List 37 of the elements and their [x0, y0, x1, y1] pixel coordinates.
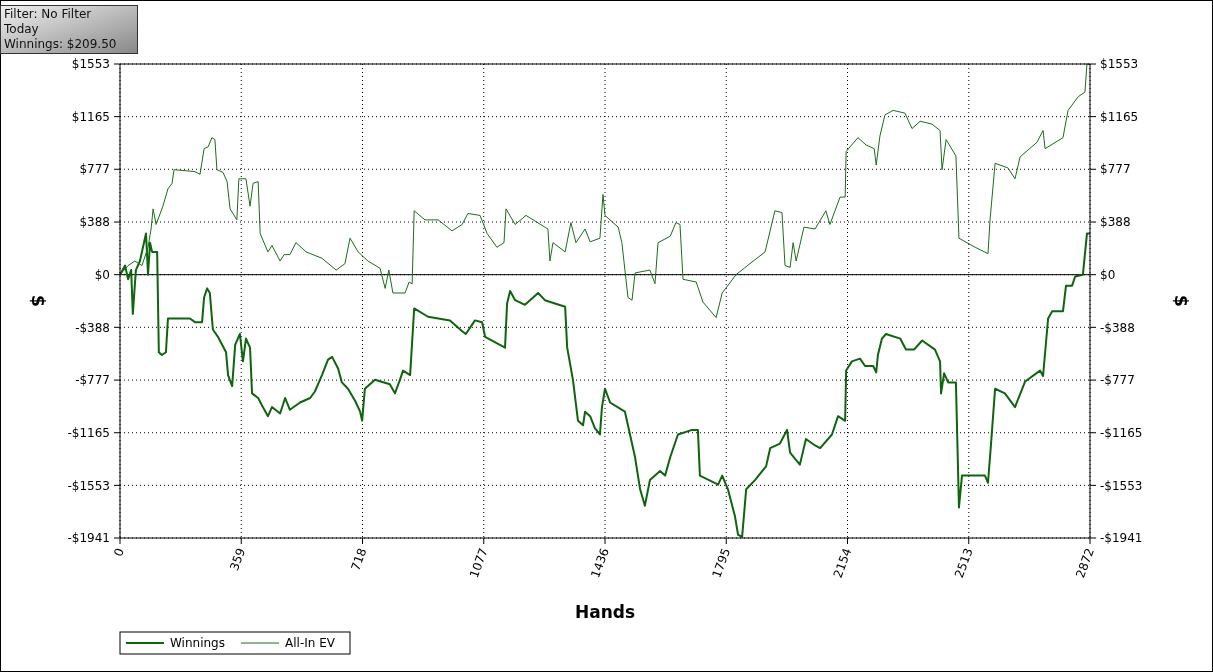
- y-tick-label: $777: [79, 162, 110, 177]
- y2-tick-label: $777: [1100, 162, 1131, 177]
- x-tick-label: 0: [111, 546, 127, 559]
- y-axis-title: $: [28, 295, 48, 307]
- y-tick-label: -$388: [75, 320, 110, 335]
- x-tick-label: 2872: [1073, 546, 1097, 580]
- y2-tick-label: -$388: [1100, 320, 1135, 335]
- text: Filter: No Filter: [4, 7, 92, 21]
- y-tick-label: -$1165: [67, 425, 110, 440]
- y2-tick-label: -$1165: [1100, 425, 1143, 440]
- y-tick-label: $0: [94, 267, 110, 282]
- x-tick-label: 1795: [709, 546, 734, 580]
- y-tick-label: $388: [79, 215, 110, 230]
- x-tick-label: 2154: [830, 546, 855, 580]
- y2-tick-label: $1165: [1100, 109, 1139, 124]
- y2-tick-label: -$777: [1100, 373, 1135, 388]
- y2-tick-label: -$1941: [1100, 531, 1143, 546]
- y-tick-label: -$1941: [67, 531, 110, 546]
- text: Today: [3, 22, 39, 36]
- y-tick-label: $1165: [71, 109, 110, 124]
- x-tick-label: 1436: [588, 546, 612, 580]
- y2-axis-title: $: [1171, 295, 1191, 307]
- x-axis-title: Hands: [574, 602, 636, 622]
- y2-tick-label: $0: [1100, 267, 1116, 282]
- x-tick-label: 359: [227, 546, 249, 573]
- y-tick-label: $1553: [71, 57, 110, 72]
- y-tick-label: -$777: [75, 373, 110, 388]
- x-tick-label: 1077: [466, 546, 491, 580]
- legend-label: All-In EV: [285, 636, 336, 651]
- y2-tick-label: $1553: [1100, 57, 1139, 72]
- legend-label: Winnings: [170, 636, 225, 651]
- text: Winnings: $209.50: [4, 37, 117, 51]
- y-tick-label: -$1553: [67, 478, 110, 493]
- x-tick-label: 718: [348, 546, 370, 573]
- x-tick-label: 2513: [951, 546, 976, 580]
- y2-tick-label: -$1553: [1100, 478, 1143, 493]
- y2-tick-label: $388: [1100, 215, 1131, 230]
